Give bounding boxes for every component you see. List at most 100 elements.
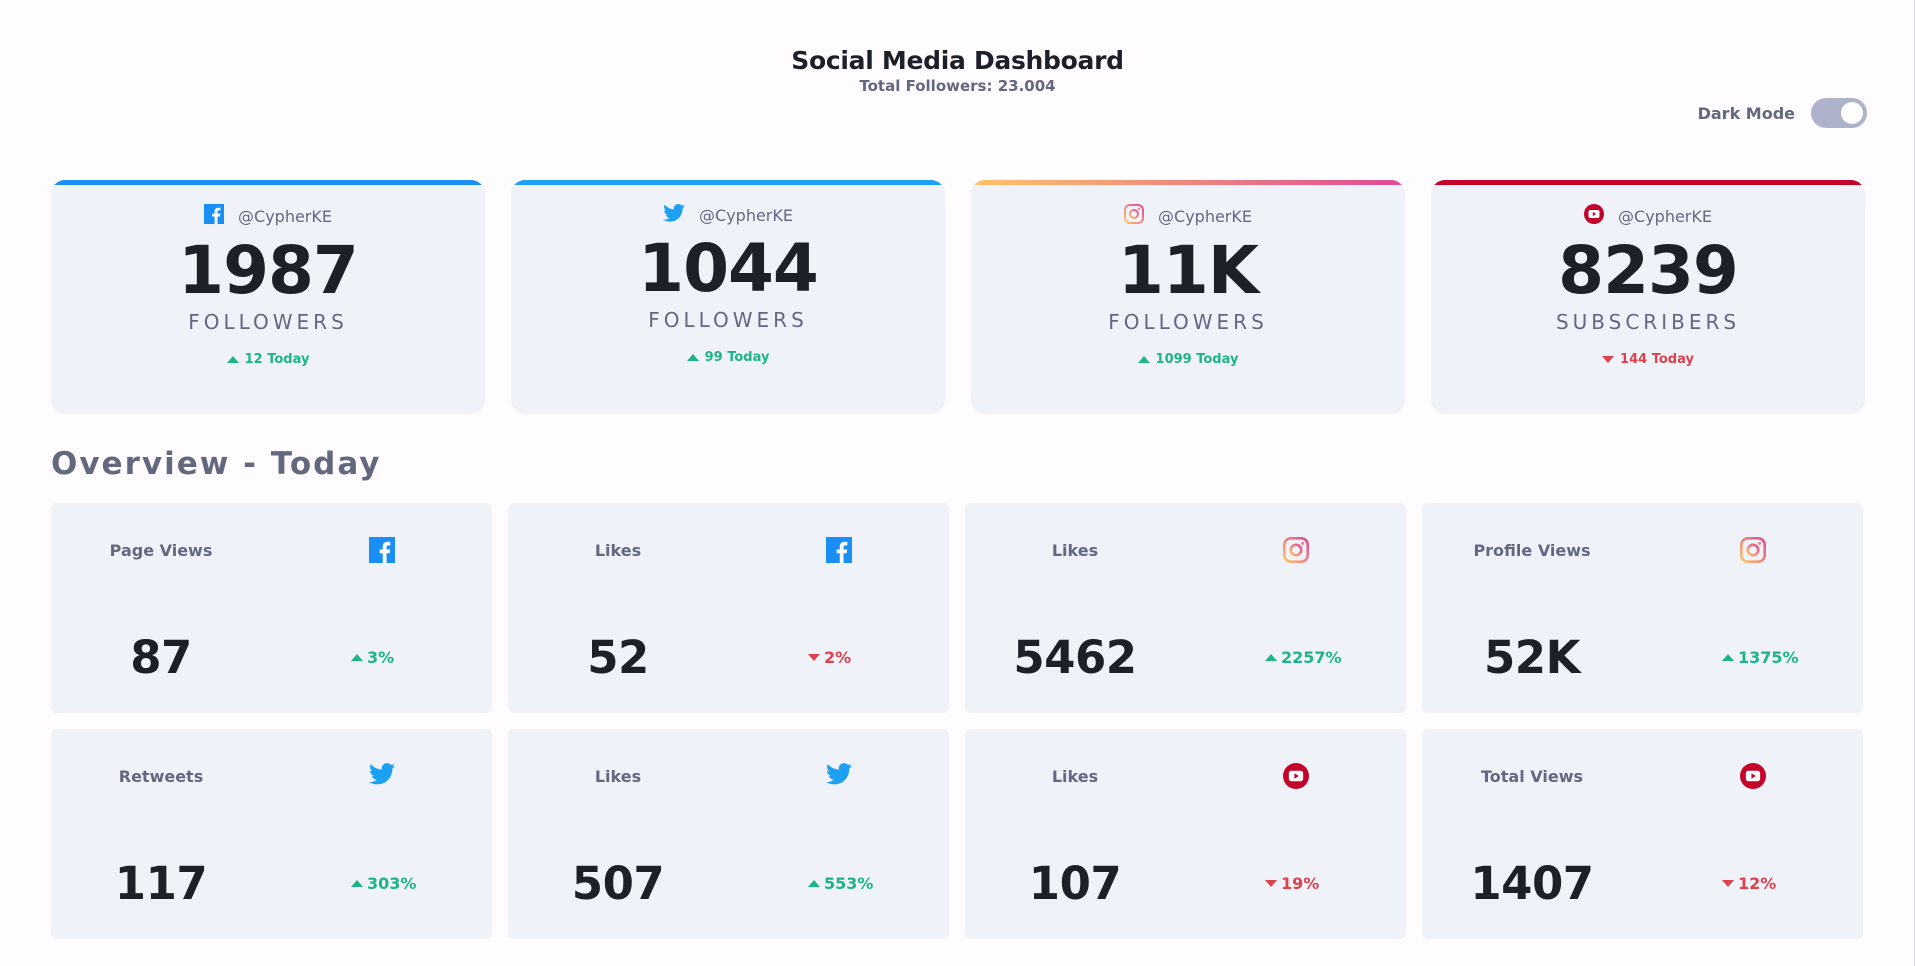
page-title: Social Media Dashboard xyxy=(791,46,1124,75)
overview-card[interactable]: Likes 5462 2257% xyxy=(965,503,1406,713)
metric-label: Likes xyxy=(594,767,642,786)
metric-change: 2% xyxy=(808,648,948,667)
metric-change-text: 3% xyxy=(367,648,395,667)
youtube-icon xyxy=(1740,763,1766,793)
arrow-up-icon xyxy=(1722,654,1734,661)
overview-card[interactable]: Likes 507 553% xyxy=(508,729,949,939)
metric-change-text: 12% xyxy=(1738,874,1777,893)
today-change-text: 144 Today xyxy=(1620,352,1694,367)
today-change-text: 12 Today xyxy=(244,352,310,367)
facebook-icon xyxy=(369,537,395,567)
arrow-up-icon xyxy=(351,880,363,887)
twitter-icon xyxy=(369,763,395,789)
follower-count: 8239 xyxy=(1558,232,1739,309)
metric-value: 1407 xyxy=(1470,857,1594,910)
overview-card[interactable]: Profile Views 52K 1375% xyxy=(1422,503,1863,713)
account-handle[interactable]: @CypherKE xyxy=(699,205,793,225)
arrow-down-icon xyxy=(1602,356,1615,363)
overview-card[interactable]: Page Views 87 3% xyxy=(51,503,492,713)
today-change-text: 99 Today xyxy=(704,350,770,365)
dark-mode-control: Dark Mode xyxy=(1698,98,1867,128)
card-accent-bar xyxy=(511,180,945,185)
arrow-up-icon xyxy=(1265,654,1277,661)
arrow-up-icon xyxy=(686,354,699,361)
twitter-icon xyxy=(826,763,852,789)
follower-card-facebook[interactable]: @CypherKE 1987 FOLLOWERS 12 Today xyxy=(51,180,485,414)
follower-count: 1987 xyxy=(178,232,359,309)
arrow-down-icon xyxy=(808,654,820,661)
youtube-icon xyxy=(1584,204,1605,228)
count-unit: FOLLOWERS xyxy=(1108,310,1268,334)
page-header: Social Media Dashboard Total Followers: … xyxy=(0,46,1915,95)
arrow-up-icon xyxy=(808,880,820,887)
youtube-icon xyxy=(1283,763,1309,793)
arrow-up-icon xyxy=(351,654,363,661)
overview-grid: Page Views 87 3% Likes 52 2% Likes 5462 … xyxy=(51,503,1865,939)
card-accent-bar xyxy=(51,180,485,185)
toggle-knob xyxy=(1841,102,1863,124)
metric-label: Total Views xyxy=(1480,767,1584,786)
metric-change: 553% xyxy=(808,874,948,893)
metric-change: 3% xyxy=(351,648,491,667)
overview-card[interactable]: Retweets 117 303% xyxy=(51,729,492,939)
metric-value: 87 xyxy=(130,631,192,684)
today-change: 12 Today xyxy=(51,352,485,367)
total-followers: Total Followers: 23.004 xyxy=(859,77,1056,95)
metric-label: Likes xyxy=(1051,541,1099,560)
follower-card-youtube[interactable]: @CypherKE 8239 SUBSCRIBERS 144 Today xyxy=(1431,180,1865,414)
today-change: 99 Today xyxy=(511,350,945,365)
metric-change: 2257% xyxy=(1265,648,1405,667)
metric-change-text: 1375% xyxy=(1738,648,1799,667)
instagram-icon xyxy=(1740,537,1766,567)
follower-count: 1044 xyxy=(638,230,819,307)
metric-value: 107 xyxy=(1028,857,1122,910)
today-change: 1099 Today xyxy=(971,352,1405,367)
overview-card[interactable]: Likes 107 19% xyxy=(965,729,1406,939)
metric-change-text: 303% xyxy=(367,874,417,893)
instagram-icon xyxy=(1124,204,1145,228)
dark-mode-toggle[interactable] xyxy=(1811,98,1867,128)
count-unit: FOLLOWERS xyxy=(188,310,348,334)
card-accent-bar xyxy=(1431,180,1865,185)
metric-change: 19% xyxy=(1265,874,1405,893)
metric-value: 52 xyxy=(587,631,649,684)
metric-change: 303% xyxy=(351,874,491,893)
dark-mode-label: Dark Mode xyxy=(1697,103,1795,123)
count-unit: FOLLOWERS xyxy=(648,308,808,332)
metric-value: 507 xyxy=(571,857,665,910)
today-change-text: 1099 Today xyxy=(1155,352,1239,367)
metric-change-text: 2257% xyxy=(1281,648,1342,667)
metric-change-text: 2% xyxy=(824,648,852,667)
arrow-up-icon xyxy=(226,356,239,363)
today-change: 144 Today xyxy=(1431,352,1865,367)
metric-value: 52K xyxy=(1484,631,1581,684)
follower-cards: @CypherKE 1987 FOLLOWERS 12 Today @Cyphe… xyxy=(51,180,1865,414)
follower-card-twitter[interactable]: @CypherKE 1044 FOLLOWERS 99 Today xyxy=(511,180,945,414)
follower-count: 11K xyxy=(1118,232,1259,309)
arrow-up-icon xyxy=(1137,356,1150,363)
overview-card[interactable]: Total Views 1407 12% xyxy=(1422,729,1863,939)
facebook-icon xyxy=(826,537,852,567)
account-handle[interactable]: @CypherKE xyxy=(238,206,332,226)
account-handle[interactable]: @CypherKE xyxy=(1618,206,1712,226)
metric-label: Page Views xyxy=(109,541,213,560)
metric-change-text: 553% xyxy=(824,874,874,893)
metric-change-text: 19% xyxy=(1281,874,1320,893)
account-handle[interactable]: @CypherKE xyxy=(1158,206,1252,226)
count-unit: SUBSCRIBERS xyxy=(1555,310,1741,334)
arrow-down-icon xyxy=(1722,880,1734,887)
metric-label: Likes xyxy=(594,541,642,560)
overview-card[interactable]: Likes 52 2% xyxy=(508,503,949,713)
instagram-icon xyxy=(1283,537,1309,567)
metric-label: Retweets xyxy=(118,767,204,786)
metric-value: 5462 xyxy=(1013,631,1137,684)
metric-change: 1375% xyxy=(1722,648,1862,667)
metric-value: 117 xyxy=(114,857,208,910)
metric-label: Likes xyxy=(1051,767,1099,786)
metric-label: Profile Views xyxy=(1473,541,1591,560)
twitter-icon xyxy=(663,204,685,226)
card-accent-bar xyxy=(971,180,1405,185)
metric-change: 12% xyxy=(1722,874,1862,893)
follower-card-instagram[interactable]: @CypherKE 11K FOLLOWERS 1099 Today xyxy=(971,180,1405,414)
overview-title: Overview - Today xyxy=(51,446,382,482)
